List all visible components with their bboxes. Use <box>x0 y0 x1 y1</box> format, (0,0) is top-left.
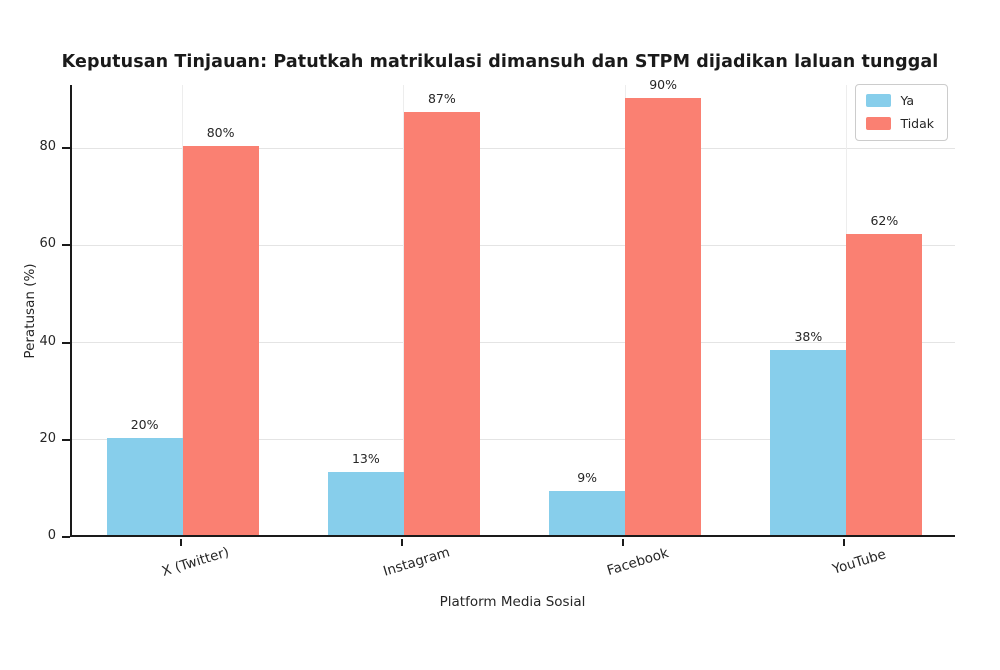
x-tick-mark <box>179 539 182 546</box>
legend-swatch-ya <box>866 94 892 107</box>
bar-tidak-youtube <box>846 233 923 535</box>
bar-value-label: 87% <box>427 91 456 107</box>
x-category-label: Instagram <box>381 544 452 580</box>
bar-value-label: 90% <box>649 76 678 92</box>
y-tick-mark <box>62 244 70 247</box>
legend-swatch-tidak <box>866 117 892 130</box>
y-gridline <box>72 342 955 344</box>
x-tick-mark <box>843 539 846 546</box>
y-tick-label: 60 <box>39 236 56 252</box>
y-tick-label: 80 <box>39 139 56 155</box>
bar-value-label: 38% <box>794 329 823 345</box>
bar-ya-instagram <box>327 471 404 535</box>
bar-value-label: 80% <box>206 125 235 141</box>
legend: Ya Tidak <box>855 84 948 141</box>
legend-item-ya: Ya <box>866 93 934 108</box>
x-axis-title: Platform Media Sosial <box>439 594 586 610</box>
chart-title: Keputusan Tinjauan: Patutkah matrikulasi… <box>61 52 939 72</box>
y-gridline <box>72 244 955 246</box>
bar-tidak-facebook <box>625 97 702 535</box>
y-tick-mark <box>62 536 70 538</box>
plot-area: 20% 13% 9% 38% 80% 87% 90% 62% <box>70 77 955 537</box>
y-tick-mark <box>62 147 70 150</box>
bar-value-label: 20% <box>130 416 159 432</box>
bar-ya-youtube <box>770 350 847 535</box>
bar-value-label: 9% <box>577 470 598 486</box>
legend-label-tidak: Tidak <box>900 116 934 131</box>
bar-tidak-x-twitter <box>182 146 259 535</box>
y-tick-label: 0 <box>47 528 56 543</box>
x-category-label: Facebook <box>605 545 671 579</box>
y-gridline <box>72 439 955 441</box>
legend-item-tidak: Tidak <box>866 116 934 131</box>
y-tick-mark <box>62 438 70 441</box>
x-category-label: X (Twitter) <box>159 544 231 580</box>
x-category-label: YouTube <box>831 546 889 578</box>
y-tick-label: 40 <box>39 333 56 349</box>
y-gridline <box>72 147 955 149</box>
x-tick-mark <box>622 539 625 546</box>
y-tick-mark <box>62 341 70 344</box>
bar-ya-x-twitter <box>106 437 183 535</box>
bar-ya-facebook <box>549 491 626 535</box>
bar-value-label: 62% <box>870 212 899 228</box>
y-tick-label: 20 <box>39 430 56 446</box>
bar-tidak-instagram <box>403 112 480 535</box>
bar-value-label: 13% <box>351 450 380 466</box>
legend-label-ya: Ya <box>900 93 915 108</box>
x-tick-mark <box>400 539 403 546</box>
